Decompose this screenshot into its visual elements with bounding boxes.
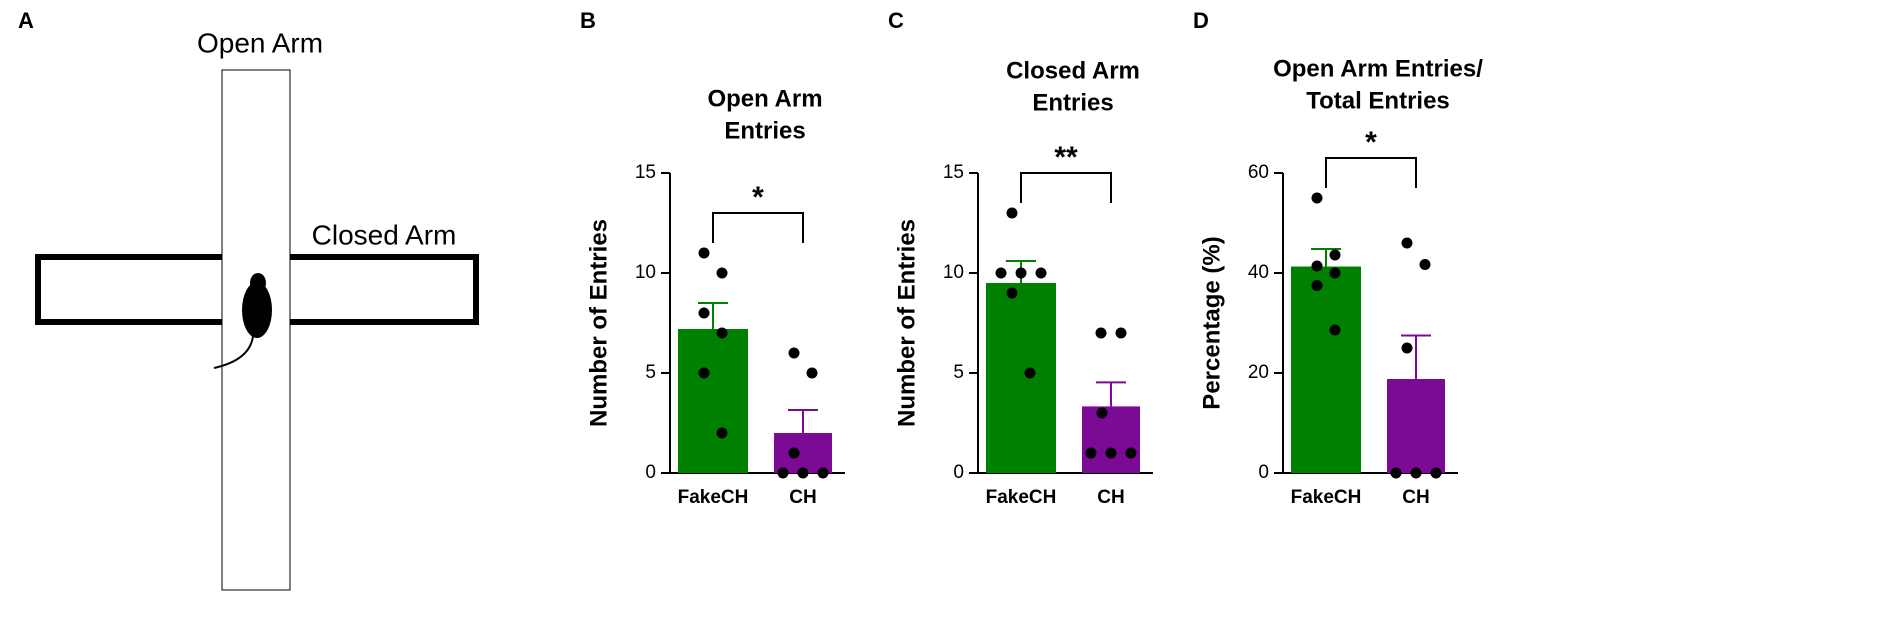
panel-label: D [1193, 8, 1209, 33]
chart-title: Entries [724, 117, 805, 144]
y-tick-label: 0 [953, 462, 964, 483]
data-point [716, 267, 728, 279]
data-point [716, 327, 728, 339]
data-point [806, 367, 818, 379]
bar [986, 283, 1056, 473]
y-tick-label: 60 [1248, 162, 1269, 183]
data-point [1006, 287, 1018, 299]
chart-panel: B Open Arm Entries Number of Entries 0 5 10 15 F… [580, 8, 845, 508]
error-bar [788, 409, 818, 433]
y-tick-label: 5 [953, 362, 964, 383]
data-point [1006, 207, 1018, 219]
panel-label: C [888, 8, 904, 33]
y-axis-label: Number of Entries [893, 219, 920, 427]
bar [1291, 266, 1361, 473]
error-bar [1096, 381, 1126, 407]
data-point [1390, 467, 1402, 479]
significance-label: * [752, 181, 764, 214]
data-point [1024, 367, 1036, 379]
y-tick-label: 20 [1248, 362, 1269, 383]
data-point [1115, 327, 1127, 339]
x-tick-label: CH [1402, 487, 1429, 508]
chart-title: Open Arm [707, 85, 822, 112]
y-axis-label: Number of Entries [585, 219, 612, 427]
data-point [1329, 267, 1341, 279]
data-point [1035, 267, 1047, 279]
x-tick-label: FakeCH [986, 487, 1057, 508]
center-edge [221, 260, 291, 319]
data-point [1096, 407, 1108, 419]
data-point [1015, 267, 1027, 279]
data-point [995, 267, 1007, 279]
data-point [1085, 447, 1097, 459]
y-tick-label: 5 [645, 362, 656, 383]
bar [1082, 406, 1140, 473]
maze-diagram: A Open Arm Closed Arm [18, 8, 479, 591]
significance-label: ** [1054, 141, 1078, 174]
data-point [1329, 324, 1341, 336]
panel-label: A [18, 8, 34, 33]
data-point [698, 307, 710, 319]
y-tick-label: 10 [943, 262, 964, 283]
panel-label: B [580, 8, 596, 33]
data-point [788, 347, 800, 359]
error-bar [698, 302, 728, 329]
open-arm-label: Open Arm [197, 27, 323, 58]
y-axis-label: Percentage (%) [1198, 236, 1225, 409]
data-point [1311, 260, 1323, 272]
bar [774, 433, 832, 473]
data-point [1105, 447, 1117, 459]
y-tick-label: 15 [943, 162, 964, 183]
y-tick-label: 10 [635, 262, 656, 283]
error-bar [1401, 334, 1431, 379]
x-tick-label: FakeCH [678, 487, 749, 508]
data-point [817, 467, 829, 479]
significance-label: * [1365, 126, 1377, 159]
data-point [1419, 259, 1431, 270]
data-point [1125, 447, 1137, 459]
data-point [1311, 280, 1323, 291]
chart-panel: C Closed Arm Entries Number of Entries 0 5 10 1… [888, 8, 1153, 508]
data-point [1401, 342, 1413, 354]
error-bar [1311, 248, 1341, 267]
chart-title: Total Entries [1306, 87, 1450, 114]
data-point [698, 247, 710, 259]
x-tick-label: FakeCH [1291, 487, 1362, 508]
data-point [1401, 237, 1413, 249]
data-point [1329, 249, 1341, 261]
chart-title: Entries [1032, 89, 1113, 116]
significance-bracket [712, 212, 804, 243]
y-tick-label: 0 [645, 462, 656, 483]
chart-title: Open Arm Entries/ [1273, 55, 1483, 82]
chart-title: Closed Arm [1006, 57, 1140, 84]
y-tick-label: 40 [1248, 262, 1269, 283]
data-point [698, 367, 710, 379]
y-tick-label: 0 [1258, 462, 1269, 483]
data-point [1095, 327, 1107, 339]
closed-arm-label: Closed Arm [312, 219, 457, 250]
mouse [213, 273, 272, 369]
data-point [1311, 192, 1323, 204]
x-tick-label: CH [1097, 487, 1124, 508]
data-point [788, 447, 800, 459]
x-tick-label: CH [789, 487, 816, 508]
bar [1387, 379, 1445, 473]
data-point [1410, 467, 1422, 479]
data-point [797, 467, 809, 479]
data-point [716, 427, 728, 439]
significance-bracket [1325, 157, 1417, 188]
significance-bracket [1020, 172, 1112, 203]
y-tick-label: 15 [635, 162, 656, 183]
bar [678, 329, 748, 473]
data-point [777, 467, 789, 479]
data-point [1430, 467, 1442, 479]
chart-panel: D Open Arm Entries/Total Entries Percentag… [1193, 8, 1483, 508]
